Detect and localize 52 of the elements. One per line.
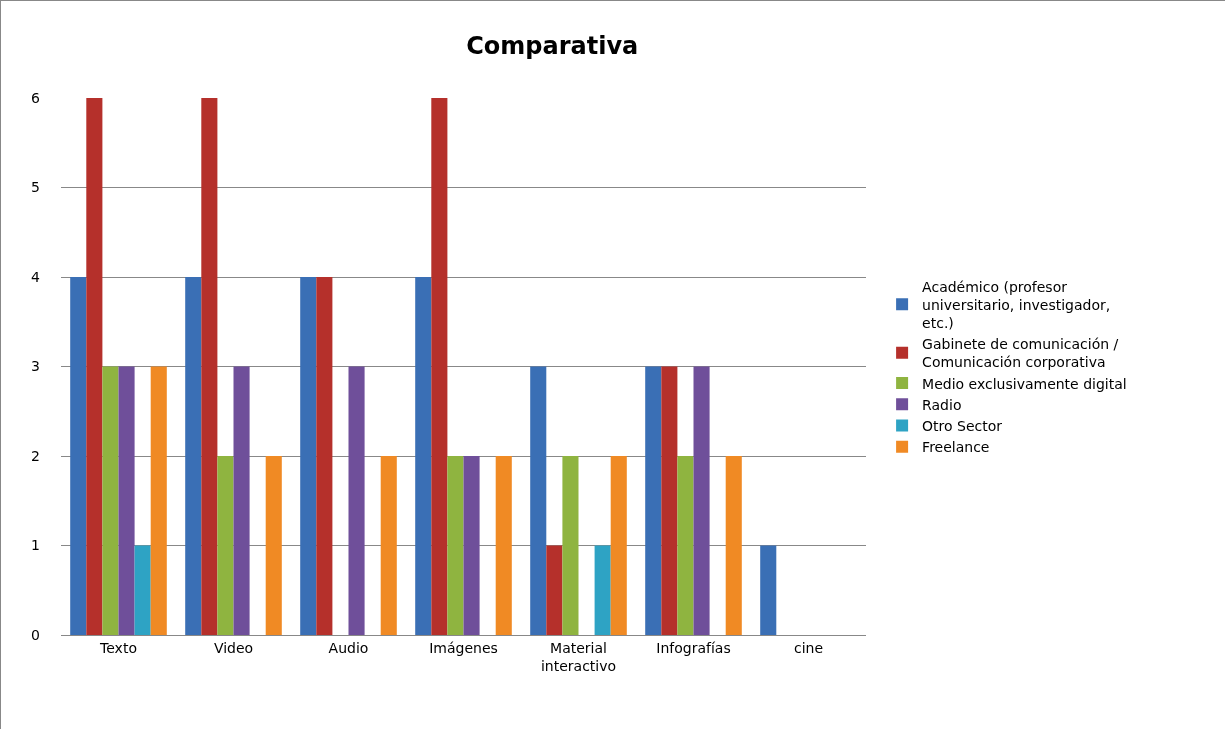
bar <box>725 456 742 635</box>
x-tick-label: cine <box>793 639 824 656</box>
bar <box>760 545 777 635</box>
bar <box>201 98 218 635</box>
bar <box>546 545 563 635</box>
x-tick-label: Audio <box>328 639 369 656</box>
legend-label: Académico (profesor universitario, investigador, etc.) <box>922 278 1111 331</box>
bar <box>185 277 202 635</box>
x-tick-label: Video <box>213 639 254 656</box>
legend-label: Radio <box>922 396 962 413</box>
y-tick-label: 4 <box>31 268 41 285</box>
y-tick-label: 2 <box>31 447 40 464</box>
bar <box>594 545 611 635</box>
bar <box>463 456 480 635</box>
bar <box>677 456 694 635</box>
x-tick-label: Infografías <box>656 639 731 656</box>
bar <box>233 366 250 635</box>
bar <box>118 366 135 635</box>
chart-title: Comparativa <box>466 32 639 61</box>
bar <box>86 98 103 635</box>
legend-label: Medio exclusivamente digital <box>922 375 1127 392</box>
bar <box>300 277 317 635</box>
legend-label: Gabinete de comunicación / Comunicación corporativa <box>922 336 1119 371</box>
bar <box>70 277 87 635</box>
x-tick-label: Material interactivo <box>540 639 617 674</box>
bar <box>530 366 547 635</box>
bar <box>265 456 282 635</box>
bar <box>348 366 365 635</box>
bar <box>217 456 234 635</box>
bar <box>661 366 678 635</box>
bar <box>610 456 627 635</box>
bar <box>693 366 710 635</box>
bar <box>447 456 464 635</box>
y-tick-label: 0 <box>31 626 40 643</box>
bar <box>134 545 151 635</box>
bar <box>415 277 432 635</box>
bar <box>316 277 333 635</box>
bar <box>431 98 448 635</box>
y-tick-label: 3 <box>31 358 40 375</box>
bar <box>380 456 397 635</box>
x-tick-label: Texto <box>99 639 137 656</box>
bar <box>495 456 512 635</box>
bar <box>562 456 579 635</box>
legend-label: Freelance <box>922 439 990 456</box>
bar <box>102 366 119 635</box>
bar <box>150 366 167 635</box>
x-tick-label: Imágenes <box>429 639 498 656</box>
y-tick-label: 5 <box>31 179 40 196</box>
y-tick-label: 1 <box>31 537 40 554</box>
legend-label: Otro Sector <box>922 417 1003 434</box>
y-tick-label: 6 <box>31 89 41 106</box>
bar <box>645 366 662 635</box>
